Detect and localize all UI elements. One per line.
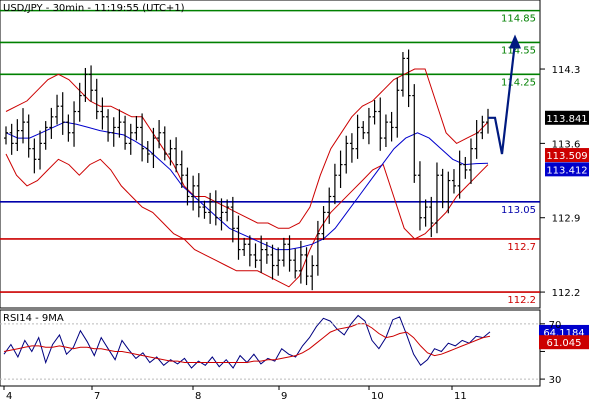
rsi-title: RSI14 - 9MA (3, 313, 64, 324)
time-axis-ticks: 4 7 8 9 10 11 (3, 386, 467, 400)
time-tick-label: 8 (195, 391, 201, 400)
level-label-114.25: 114.25 (501, 77, 536, 88)
price-box-label-moving_average: 113.412 (546, 165, 587, 176)
chart-title: USD/JPY - 30min - 11:19:55 (UTC+1) (3, 3, 185, 14)
moving-average-line (5, 121, 489, 251)
time-tick-label: 11 (454, 391, 467, 400)
rsi-ma-line (3, 323, 491, 363)
price-box-last (545, 110, 589, 125)
price-box-label-bollinger: 113.509 (546, 151, 587, 162)
time-tick-label: 9 (281, 391, 287, 400)
price-panel-frame (0, 0, 541, 309)
rsi-box-label-ma: 61.045 (547, 338, 582, 349)
time-tick-label: 7 (94, 391, 100, 400)
forecast-arrow (488, 34, 521, 155)
price-tick-label: 112.9 (552, 214, 581, 225)
forecast-arrowhead (509, 34, 521, 49)
level-label-114.55: 114.55 (501, 45, 536, 56)
level-label-113.05: 113.05 (501, 205, 536, 216)
price-tick-label: 112.2 (552, 288, 581, 299)
rsi-tick-label: 70 (549, 320, 562, 331)
bollinger-bands (5, 68, 489, 288)
upper-band-line (5, 68, 489, 229)
level-label-114.85: 114.85 (501, 14, 536, 25)
rsi-axis-ticks: 70 30 (0, 320, 561, 386)
level-label-112.2: 112.2 (507, 295, 536, 306)
rsi-box-ma (539, 335, 589, 350)
lower-band-line (5, 153, 489, 288)
price-box-bollinger (545, 148, 589, 163)
level-label-112.7: 112.7 (507, 242, 536, 253)
price-axis-ticks: 114.3 113.6 112.9 112.2 (540, 65, 580, 299)
price-box-moving_average (545, 162, 589, 177)
rsi-tick-label: 30 (549, 375, 562, 386)
price-bars (4, 49, 490, 291)
price-tick-label: 113.6 (552, 139, 581, 150)
forecast-path (488, 42, 517, 155)
time-tick-label: 4 (6, 391, 12, 400)
price-box-label-last: 113.841 (546, 114, 587, 125)
price-boxes: 113.841 113.509 113.412 (545, 110, 589, 177)
time-tick-label: 10 (371, 391, 384, 400)
rsi-box-label-rsi: 64.1184 (543, 328, 584, 339)
price-tick-label: 114.3 (552, 65, 581, 76)
